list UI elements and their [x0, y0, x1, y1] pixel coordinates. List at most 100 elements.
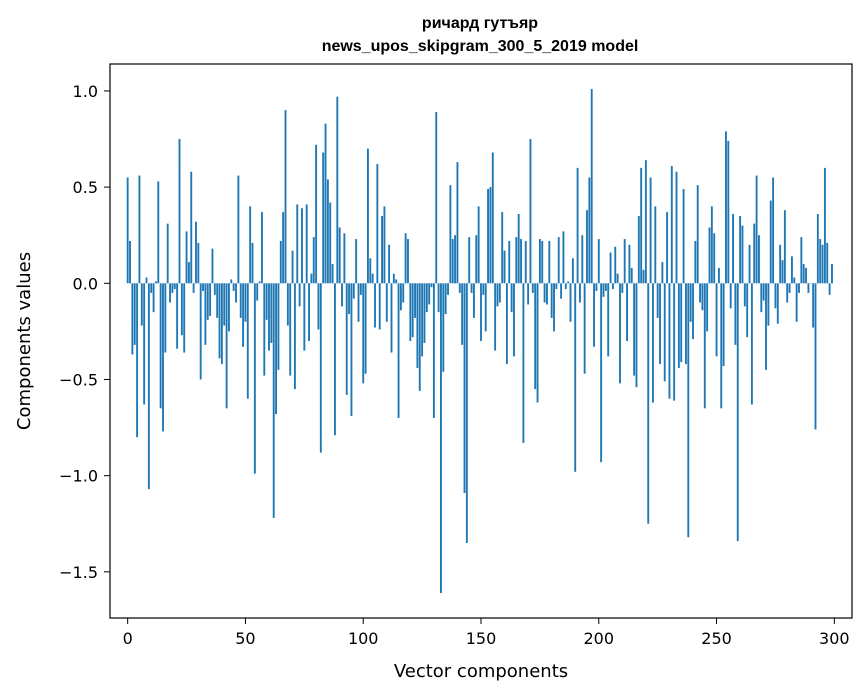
bar	[652, 283, 654, 403]
y-tick-label: −1.5	[59, 563, 98, 582]
bar	[477, 206, 480, 284]
bar	[216, 283, 219, 318]
bar	[315, 144, 318, 284]
x-axis-label: Vector components	[394, 661, 568, 682]
bar	[480, 283, 482, 341]
bar	[169, 283, 171, 303]
bar	[588, 177, 591, 284]
bar	[814, 283, 817, 430]
y-tick-label: −1.0	[59, 467, 98, 486]
bar	[449, 185, 452, 284]
bar	[289, 283, 292, 376]
bars-group	[126, 89, 833, 593]
bar	[324, 123, 327, 284]
bar	[694, 240, 697, 284]
bar	[383, 206, 386, 284]
bar	[211, 248, 214, 284]
bar	[359, 283, 362, 295]
bar	[826, 242, 829, 284]
bar	[317, 283, 320, 330]
bar	[543, 283, 546, 303]
bar	[374, 283, 376, 328]
bar	[369, 258, 372, 284]
bar	[602, 283, 605, 297]
bar	[159, 283, 162, 409]
bar	[696, 185, 699, 284]
bar	[428, 283, 431, 305]
bar	[732, 214, 734, 284]
bar	[164, 283, 167, 353]
bar	[282, 212, 285, 284]
bar	[586, 210, 588, 284]
bar	[524, 240, 527, 284]
bar	[626, 283, 628, 341]
bar	[334, 283, 336, 436]
bar	[567, 281, 570, 284]
bar	[404, 233, 407, 284]
bar	[425, 283, 428, 313]
bar	[541, 240, 544, 284]
bar	[550, 283, 553, 318]
bar	[275, 283, 277, 415]
bar	[296, 204, 299, 284]
plot-frame	[109, 63, 853, 619]
bar	[725, 131, 727, 284]
bar	[166, 223, 169, 284]
bar	[772, 177, 775, 284]
bar	[225, 283, 228, 409]
bar	[270, 283, 273, 343]
bar	[633, 283, 636, 376]
bar	[190, 171, 193, 284]
bar	[619, 283, 621, 384]
bar	[774, 283, 777, 309]
bar	[256, 283, 259, 301]
bar	[475, 235, 478, 284]
bar	[571, 258, 574, 284]
bar	[322, 152, 325, 284]
bar	[195, 221, 197, 284]
bar	[381, 215, 383, 284]
bar	[614, 246, 617, 284]
bar	[687, 283, 690, 538]
bar	[192, 283, 195, 293]
bar	[663, 283, 666, 382]
bar	[331, 264, 334, 284]
bar	[783, 210, 786, 284]
bar	[180, 283, 183, 336]
bar	[140, 283, 143, 326]
bar	[673, 283, 676, 401]
bar	[795, 283, 798, 322]
bar	[390, 283, 393, 353]
bar	[769, 200, 772, 284]
bar	[451, 239, 454, 284]
bar	[739, 215, 742, 284]
bar	[717, 267, 720, 284]
bar	[416, 283, 419, 368]
bar	[407, 239, 409, 284]
bar	[746, 283, 749, 338]
bar	[435, 112, 438, 284]
y-axis-ticks: −1.5 −1.0 −0.5 0.0 0.5 1.0	[59, 82, 110, 582]
bar	[183, 283, 186, 353]
bar	[423, 283, 426, 343]
bar	[308, 283, 310, 341]
bar	[798, 283, 800, 293]
bar	[458, 283, 461, 293]
bar	[206, 283, 209, 320]
bar	[395, 279, 398, 284]
bar	[268, 283, 270, 351]
bar	[442, 283, 445, 372]
bar	[147, 283, 150, 490]
bar	[621, 283, 624, 293]
bar	[553, 283, 555, 332]
bar	[701, 283, 704, 311]
bar	[456, 162, 459, 284]
bar	[529, 139, 532, 284]
bar	[748, 244, 751, 284]
bar	[376, 164, 379, 284]
bar	[220, 283, 223, 365]
bar	[218, 283, 221, 359]
bar	[779, 244, 782, 284]
bar	[675, 171, 678, 284]
